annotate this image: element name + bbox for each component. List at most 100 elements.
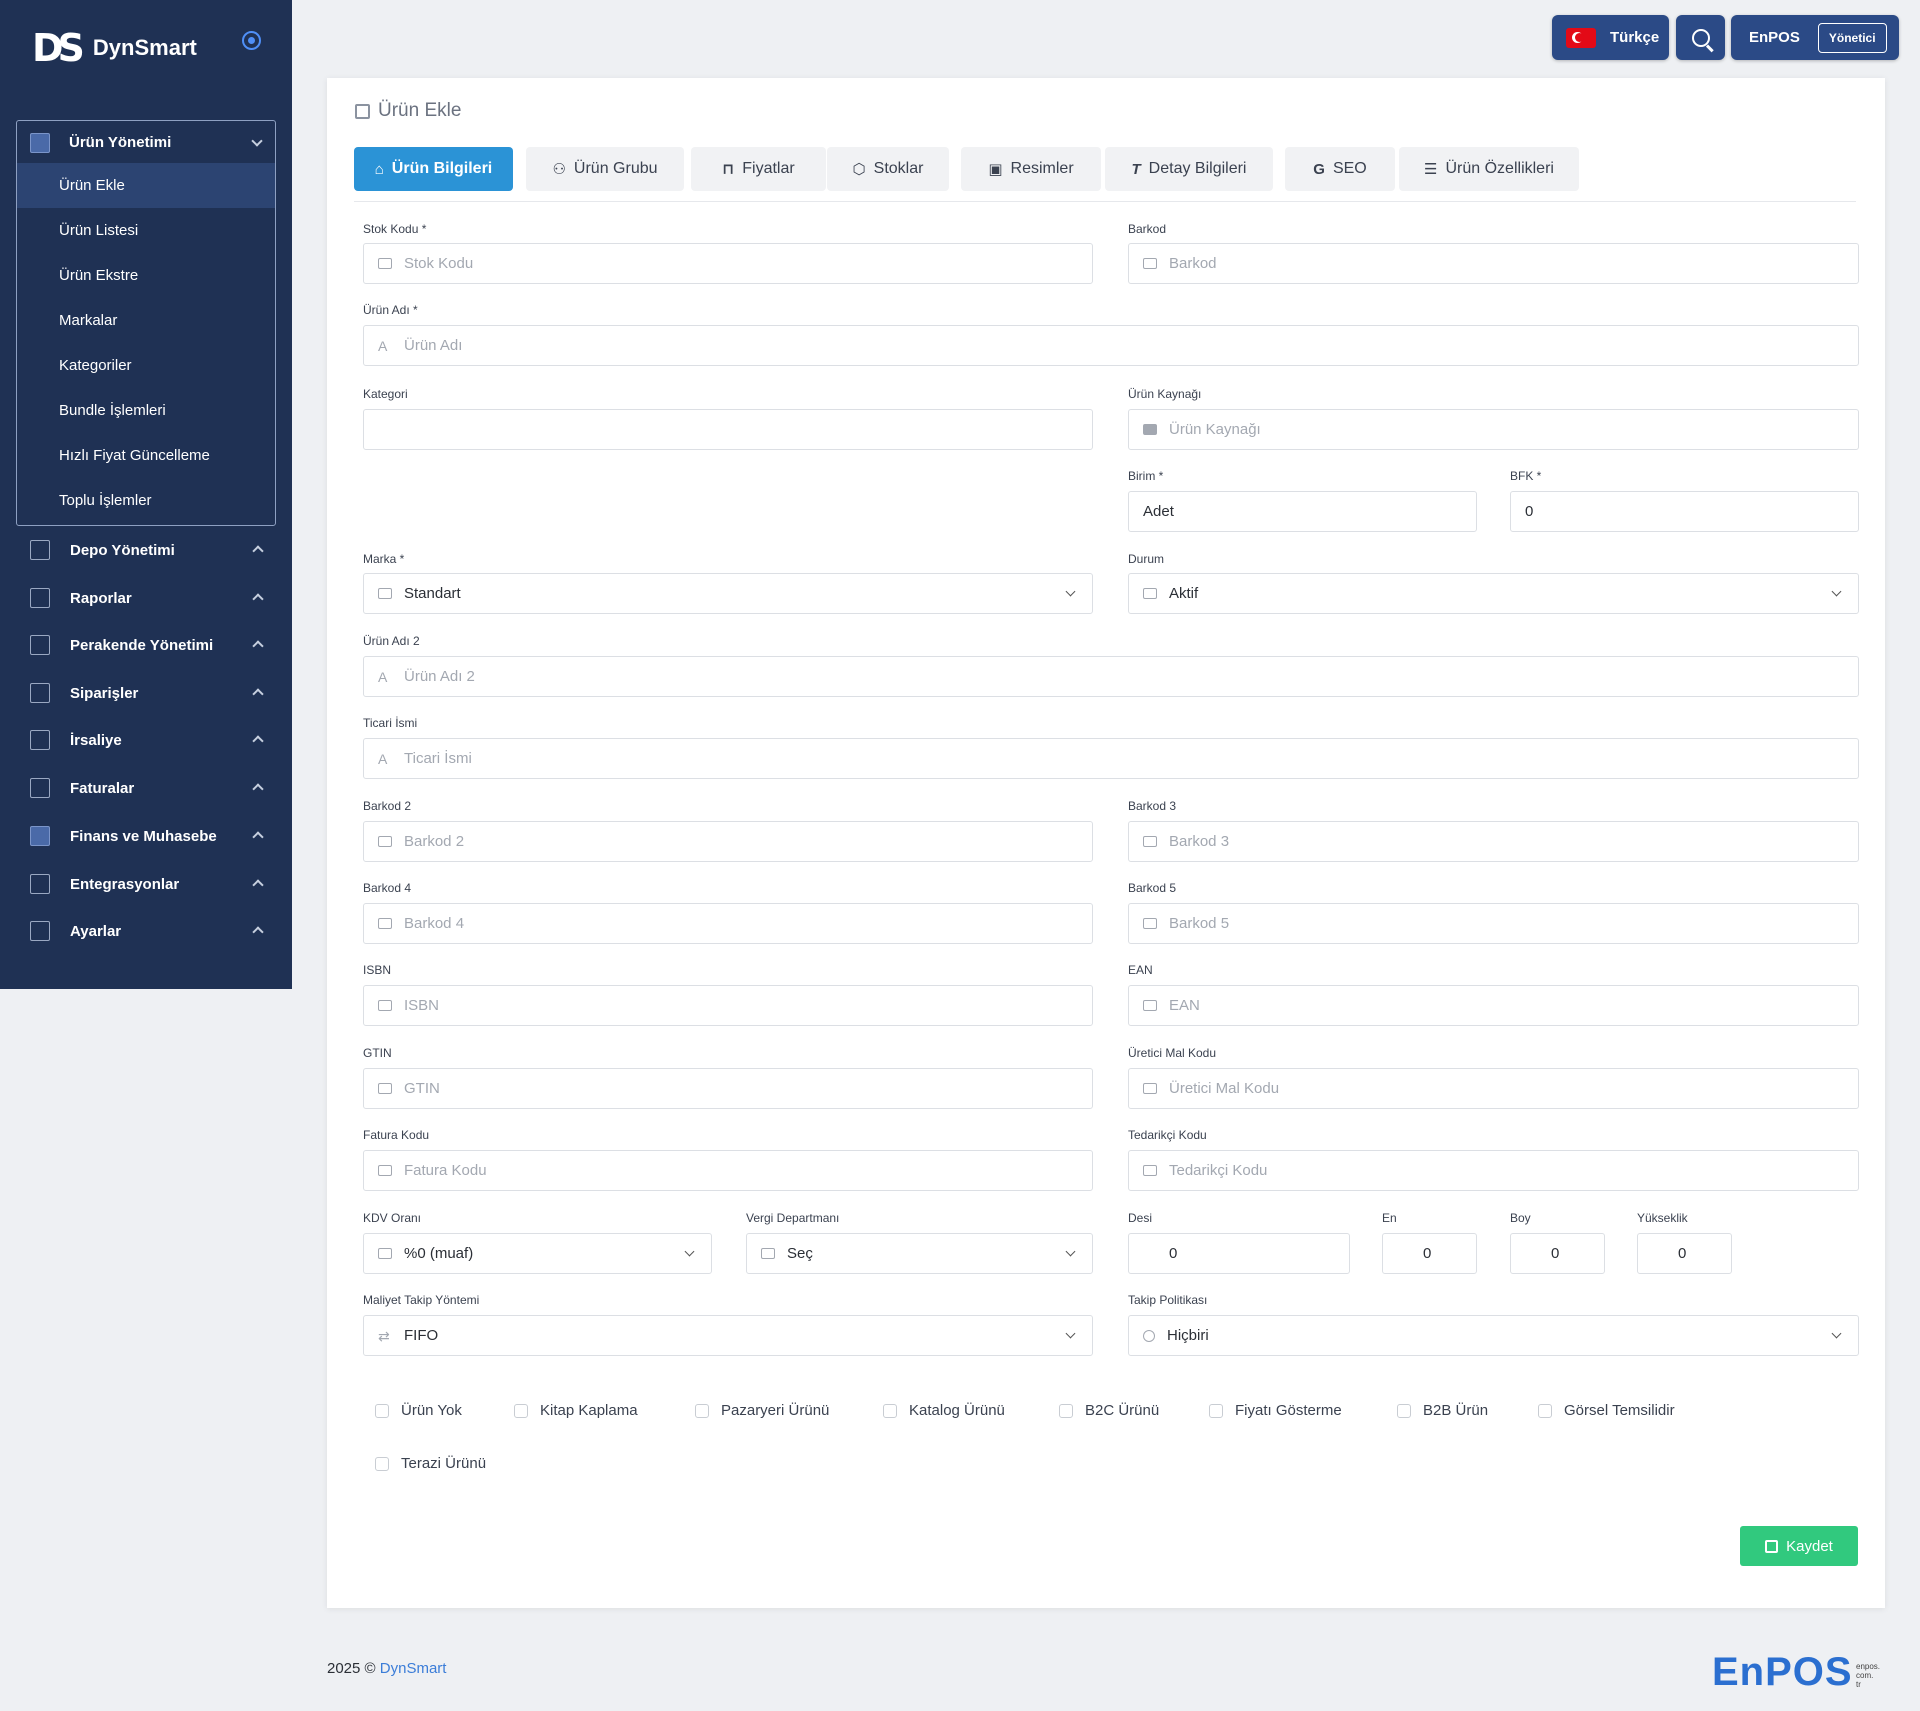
desi-input[interactable]: 0 <box>1128 1233 1350 1274</box>
vergi-departmani-select[interactable]: Seç <box>746 1233 1093 1274</box>
font-icon: A <box>378 337 388 354</box>
font-icon: A <box>378 750 388 767</box>
domain-part: com. <box>1856 1671 1874 1680</box>
tab-urun-grubu[interactable]: ⚇ Ürün Grubu <box>526 147 684 191</box>
user-menu-button[interactable]: EnPOS Yönetici <box>1731 15 1899 60</box>
sidebar-item-perakende[interactable]: Perakende Yönetimi <box>16 623 276 667</box>
urun-adi-input[interactable]: A Ürün Adı <box>363 325 1859 366</box>
checkbox-box[interactable] <box>695 1403 709 1418</box>
tab-stoklar[interactable]: ⬡ Stoklar <box>827 147 949 191</box>
placeholder: Ürün Adı <box>404 337 463 354</box>
ticari-ismi-label: Ticari İsmi <box>363 716 418 730</box>
barkod-input[interactable]: Barkod <box>1128 243 1859 284</box>
birim-input[interactable]: Adet <box>1128 491 1477 532</box>
checkbox-box[interactable] <box>375 1403 389 1418</box>
tab-label: Ürün Grubu <box>573 160 658 177</box>
ticari-ismi-input[interactable]: A Ticari İsmi <box>363 738 1859 779</box>
sidebar-item-label: İrsaliye <box>70 731 122 749</box>
sidebar-item-ayarlar[interactable]: Ayarlar <box>16 909 276 953</box>
checkbox-box[interactable] <box>1397 1403 1411 1418</box>
checkbox-gorsel-temsilidir[interactable]: Görsel Temsilidir <box>1538 1402 1675 1419</box>
checkbox-pazaryeri-urunu[interactable]: Pazaryeri Ürünü <box>695 1402 829 1419</box>
marka-select[interactable]: Standart <box>363 573 1093 614</box>
checkbox-terazi-urunu[interactable]: Terazi Ürünü <box>375 1455 486 1472</box>
gtin-input[interactable]: GTIN <box>363 1068 1093 1109</box>
takip-politikasi-select[interactable]: Hiçbiri <box>1128 1315 1859 1356</box>
checkbox-label: Fiyatı Gösterme <box>1235 1402 1342 1419</box>
maliyet-takip-select[interactable]: ⇄ FIFO <box>363 1315 1093 1356</box>
placeholder: Tedarikçi Kodu <box>1169 1162 1268 1179</box>
sitemap-icon: ⚇ <box>552 161 566 178</box>
uretici-mal-kodu-input[interactable]: Üretici Mal Kodu <box>1128 1068 1859 1109</box>
sidebar-toggle-icon[interactable] <box>242 31 261 50</box>
chevron-down-icon <box>251 135 263 147</box>
checkbox-b2c-urunu[interactable]: B2C Ürünü <box>1059 1402 1159 1419</box>
tab-seo[interactable]: G SEO <box>1285 147 1395 191</box>
fatura-kodu-input[interactable]: Fatura Kodu <box>363 1150 1093 1191</box>
barcode-icon <box>1143 1000 1157 1011</box>
sidebar-item-kategoriler[interactable]: Kategoriler <box>59 357 132 374</box>
checkbox-box[interactable] <box>375 1456 389 1471</box>
bfk-input[interactable]: 0 <box>1510 491 1859 532</box>
selected-value: FIFO <box>404 1327 439 1344</box>
checkbox-urun-yok[interactable]: Ürün Yok <box>375 1402 462 1419</box>
checkbox-b2b-urun[interactable]: B2B Ürün <box>1397 1402 1488 1419</box>
en-input[interactable]: 0 <box>1382 1233 1477 1274</box>
tab-urun-bilgileri[interactable]: ⌂ Ürün Bilgileri <box>354 147 513 191</box>
sidebar-item-depo[interactable]: Depo Yönetimi <box>16 528 276 572</box>
tab-resimler[interactable]: ▣ Resimler <box>961 147 1101 191</box>
checkbox-katalog-urunu[interactable]: Katalog Ürünü <box>883 1402 1005 1419</box>
isbn-input[interactable]: ISBN <box>363 985 1093 1026</box>
sidebar-item-urun-ekstre[interactable]: Ürün Ekstre <box>59 267 139 284</box>
tab-urun-ozellikleri[interactable]: ☰ Ürün Özellikleri <box>1399 147 1579 191</box>
chevron-down-icon <box>1831 1328 1842 1339</box>
stok-kodu-input[interactable]: Stok Kodu <box>363 243 1093 284</box>
search-button[interactable] <box>1676 15 1725 60</box>
barkod-2-input[interactable]: Barkod 2 <box>363 821 1093 862</box>
checkbox-fiyati-gosterme[interactable]: Fiyatı Gösterme <box>1209 1402 1342 1419</box>
checkbox-box[interactable] <box>1209 1403 1223 1418</box>
urun-adi-2-input[interactable]: A Ürün Adı 2 <box>363 656 1859 697</box>
brand-logo[interactable]: DS DynSmart <box>32 26 197 70</box>
domain-part: enpos. <box>1856 1662 1881 1671</box>
checkbox-box[interactable] <box>1538 1403 1552 1418</box>
checkbox-label: B2B Ürün <box>1423 1402 1489 1419</box>
images-icon: ▣ <box>988 161 1003 178</box>
tab-detay-bilgileri[interactable]: T Detay Bilgileri <box>1105 147 1273 191</box>
yukseklik-input[interactable]: 0 <box>1637 1233 1732 1274</box>
sidebar-item-faturalar[interactable]: Faturalar <box>16 766 276 810</box>
sidebar-item-markalar[interactable]: Markalar <box>59 312 118 329</box>
barkod-4-input[interactable]: Barkod 4 <box>363 903 1093 944</box>
checkbox-box[interactable] <box>514 1403 528 1418</box>
urun-kaynagi-input[interactable]: Ürün Kaynağı <box>1128 409 1859 450</box>
sidebar-item-bundle[interactable]: Bundle İşlemleri <box>59 402 166 419</box>
durum-select[interactable]: Aktif <box>1128 573 1859 614</box>
sidebar-item-toplu-islemler[interactable]: Toplu İşlemler <box>59 492 152 509</box>
language-button[interactable]: Türkçe <box>1552 15 1669 60</box>
sidebar-item-irsaliye[interactable]: İrsaliye <box>16 718 276 762</box>
sidebar-item-urun-ekle[interactable]: Ürün Ekle <box>17 163 275 208</box>
save-button[interactable]: Kaydet <box>1740 1526 1858 1566</box>
footer-brand-link[interactable]: DynSmart <box>379 1660 447 1677</box>
tedarikci-kodu-input[interactable]: Tedarikçi Kodu <box>1128 1150 1859 1191</box>
sidebar-item-siparisler[interactable]: Siparişler <box>16 671 276 715</box>
tab-fiyatlar[interactable]: ⊓ Fiyatlar <box>691 147 826 191</box>
boy-input[interactable]: 0 <box>1510 1233 1605 1274</box>
sidebar-item-urun-listesi[interactable]: Ürün Listesi <box>59 222 139 239</box>
checkbox-box[interactable] <box>883 1403 897 1418</box>
google-icon: G <box>1313 160 1325 178</box>
kdv-orani-select[interactable]: %0 (muaf) <box>363 1233 712 1274</box>
checkbox-box[interactable] <box>1059 1403 1073 1418</box>
ean-input[interactable]: EAN <box>1128 985 1859 1026</box>
sidebar-item-finans[interactable]: Finans ve Muhasebe <box>16 814 276 858</box>
barkod-5-input[interactable]: Barkod 5 <box>1128 903 1859 944</box>
sidebar-item-raporlar[interactable]: Raporlar <box>16 576 276 620</box>
sidebar-item-hizli-fiyat[interactable]: Hızlı Fiyat Güncelleme <box>59 447 210 464</box>
kategori-input[interactable] <box>363 409 1093 450</box>
menu-group-header[interactable]: Ürün Yönetimi <box>17 121 275 163</box>
gtin-label: GTIN <box>363 1046 392 1060</box>
sidebar-item-label: Perakende Yönetimi <box>70 636 214 654</box>
sidebar-item-entegrasyonlar[interactable]: Entegrasyonlar <box>16 862 276 906</box>
barkod-3-input[interactable]: Barkod 3 <box>1128 821 1859 862</box>
checkbox-kitap-kaplama[interactable]: Kitap Kaplama <box>514 1402 638 1419</box>
